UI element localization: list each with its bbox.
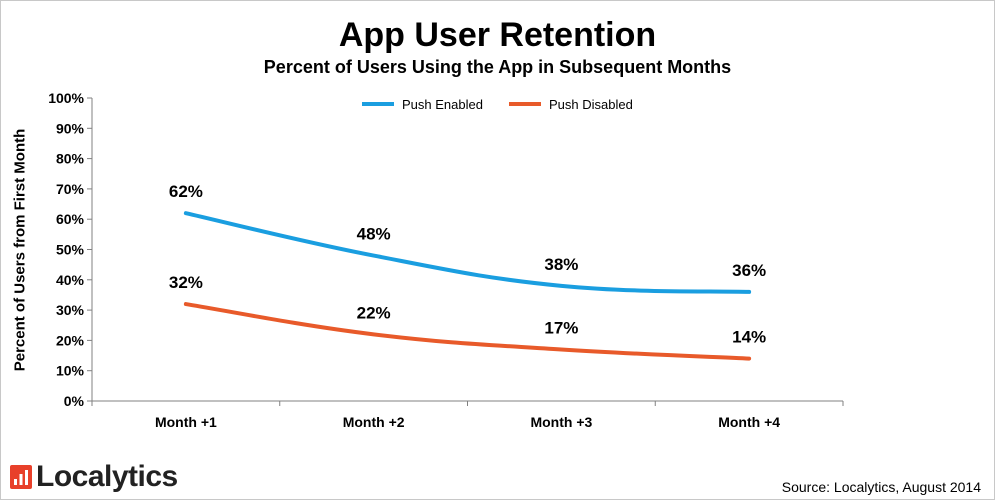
y-tick-label: 90% — [56, 120, 85, 136]
y-tick-label: 50% — [56, 242, 85, 258]
x-tick-label: Month +1 — [155, 414, 217, 430]
chart-title: App User Retention — [338, 16, 657, 54]
y-tick-label: 40% — [56, 272, 85, 288]
data-label: 48% — [357, 225, 391, 244]
data-label: 17% — [544, 318, 578, 337]
x-tick-label: Month +4 — [718, 414, 780, 430]
data-label: 38% — [544, 255, 578, 274]
data-label: 22% — [357, 303, 391, 322]
y-tick-label: 100% — [48, 90, 84, 106]
localytics-logo: Localytics — [10, 460, 178, 493]
data-label: 14% — [732, 328, 766, 347]
data-label: 32% — [169, 273, 203, 292]
bar-chart-logo-icon — [10, 465, 32, 489]
y-tick-label: 20% — [56, 332, 85, 348]
y-tick-label: 60% — [56, 211, 85, 227]
legend-label: Push Disabled — [549, 97, 633, 112]
x-tick-label: Month +3 — [530, 414, 592, 430]
y-tick-label: 70% — [56, 181, 85, 197]
legend-label: Push Enabled — [402, 97, 483, 112]
x-tick-label: Month +2 — [343, 414, 405, 430]
chart-subtitle: Percent of Users Using the App in Subseq… — [263, 57, 732, 77]
data-label: 36% — [732, 261, 766, 280]
brand-name: Localytics — [36, 460, 178, 493]
series-line-push-disabled — [183, 302, 752, 361]
y-tick-label: 30% — [56, 302, 85, 318]
y-tick-label: 10% — [56, 363, 85, 379]
series-line-push-enabled — [183, 211, 752, 294]
source-note: Source: Localytics, August 2014 — [781, 479, 981, 495]
y-tick-label: 80% — [56, 151, 85, 167]
data-label: 62% — [169, 182, 203, 201]
y-tick-label: 0% — [64, 393, 85, 409]
